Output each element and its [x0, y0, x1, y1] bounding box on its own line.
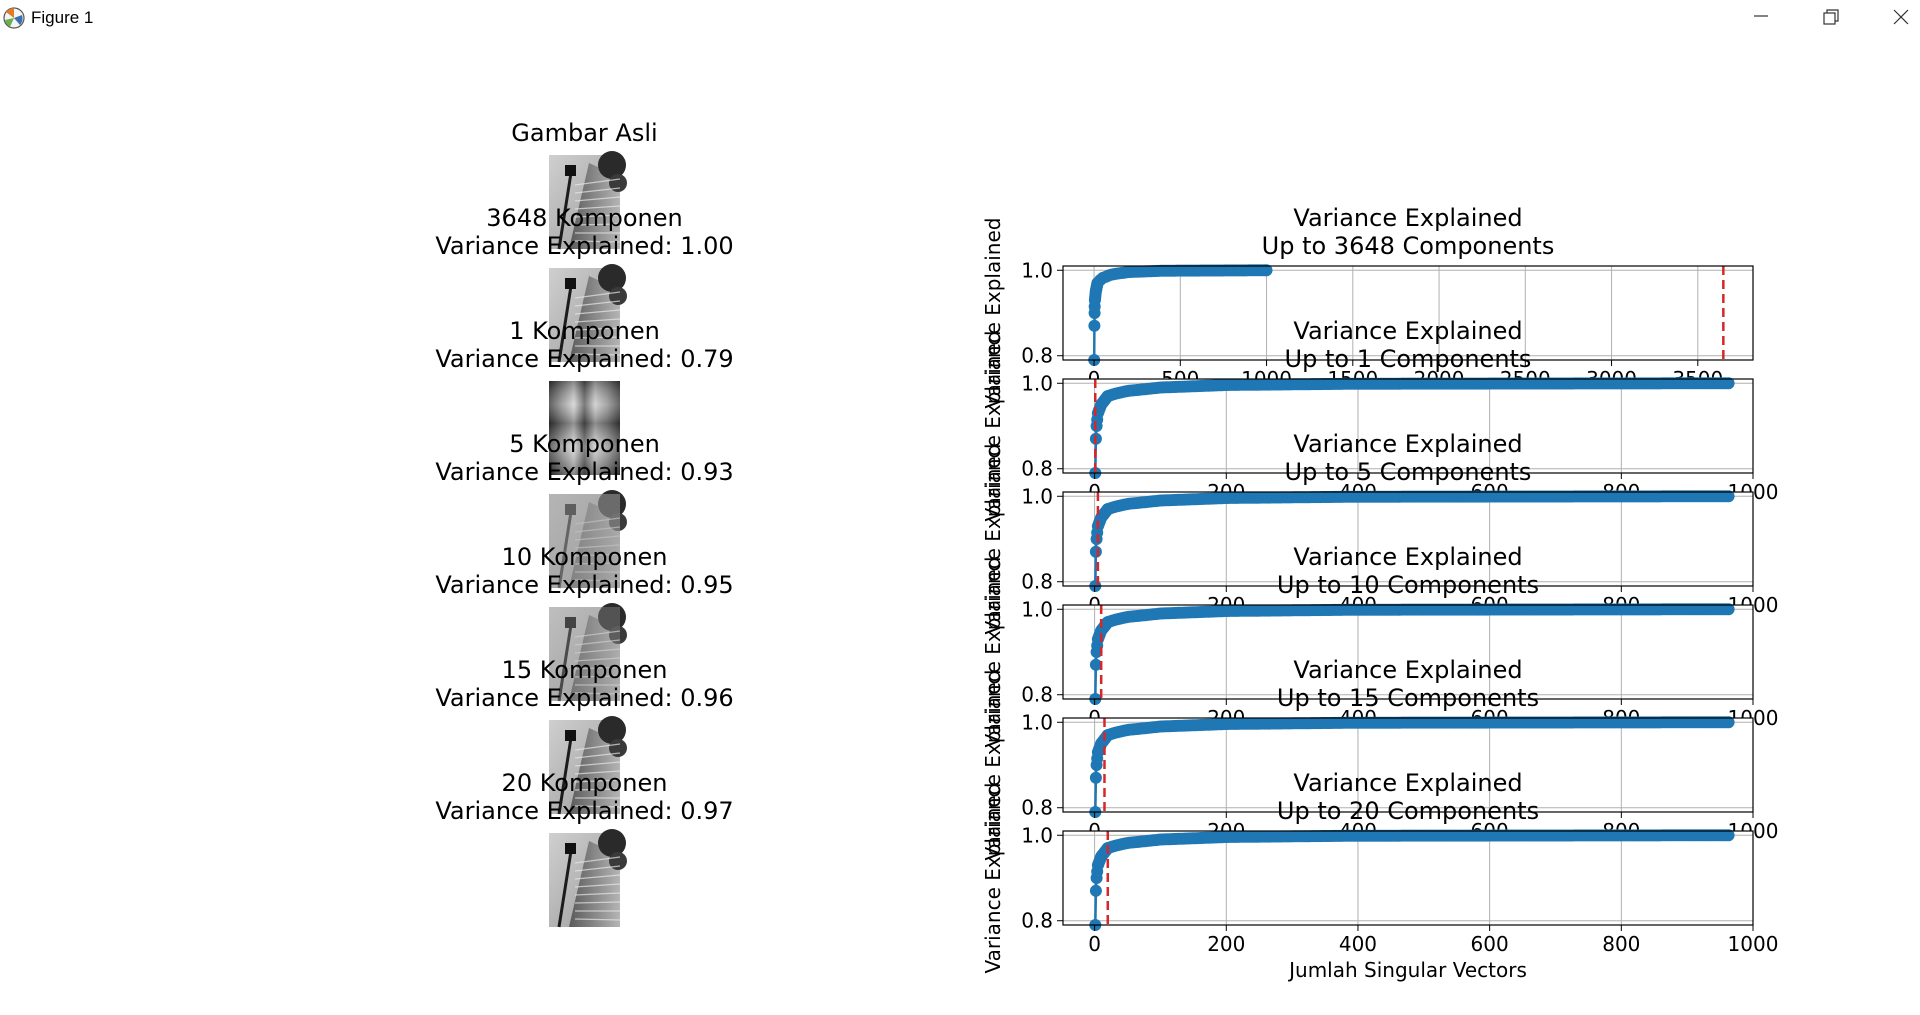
series-markers: [1089, 377, 1735, 479]
series-markers: [1089, 490, 1735, 592]
chart-title: Variance Explained Up to 15 Components: [1277, 656, 1539, 712]
maximize-button[interactable]: [1796, 0, 1866, 36]
data-point: [1089, 771, 1102, 784]
data-point: [1089, 545, 1102, 558]
data-point: [1260, 264, 1273, 277]
image-title: 15 Komponen Variance Explained: 0.96: [435, 656, 733, 712]
axes-background: [1063, 379, 1753, 473]
x-tick-label: 800: [1602, 932, 1640, 956]
chart-title: Variance Explained Up to 20 Components: [1277, 769, 1539, 825]
axes-background: [1063, 831, 1753, 925]
variance-chart: 0 200 400 600 800 1000 0.8 1.0 Variance Explaine…: [981, 769, 1778, 982]
y-axis-label: Variance Explained: [981, 444, 1005, 635]
y-tick-label: 1.0: [1021, 710, 1053, 734]
chart-title: Variance Explained Up to 5 Components: [1285, 430, 1532, 486]
minimize-button[interactable]: [1726, 0, 1796, 36]
image-title: 3648 Komponen Variance Explained: 1.00: [435, 204, 733, 260]
left-image-column: Gambar Asli 3648 Komponen Variance Explain…: [435, 119, 734, 928]
window-title: Figure 1: [31, 8, 94, 27]
y-axis-label: Variance Explained: [981, 670, 1005, 861]
image-panel: 20 Komponen Variance Explained: 0.97: [435, 769, 734, 928]
series-markers: [1089, 829, 1735, 931]
data-point: [1722, 603, 1735, 616]
y-tick-label: 1.0: [1021, 823, 1053, 847]
y-tick-label: 0.8: [1021, 570, 1053, 594]
data-point: [1722, 377, 1735, 390]
data-point: [1088, 319, 1101, 332]
image-title: 10 Komponen Variance Explained: 0.95: [435, 543, 733, 599]
y-tick-label: 1.0: [1021, 258, 1053, 282]
axes-background: [1063, 605, 1753, 699]
series-markers: [1088, 264, 1273, 366]
y-tick-label: 0.8: [1021, 796, 1053, 820]
image-title: 20 Komponen Variance Explained: 0.97: [435, 769, 733, 825]
matplotlib-app-icon: [2, 6, 26, 30]
data-point: [1722, 716, 1735, 729]
y-tick-label: 0.8: [1021, 909, 1053, 933]
chart-title: Variance Explained Up to 3648 Components: [1262, 204, 1555, 260]
data-point: [1722, 829, 1735, 842]
y-tick-label: 0.8: [1021, 344, 1053, 368]
y-tick-label: 1.0: [1021, 371, 1053, 395]
y-axis-label: Variance Explained: [981, 557, 1005, 748]
close-button[interactable]: [1866, 0, 1920, 36]
axes-frame: [1062, 378, 1754, 474]
y-axis-label: Variance Explained: [981, 783, 1005, 974]
figure-canvas: Gambar Asli 3648 Komponen Variance Explain…: [435, 119, 1778, 982]
y-tick-label: 1.0: [1021, 484, 1053, 508]
image-panel: 5 Komponen Variance Explained: 0.93: [435, 430, 734, 589]
axes-frame: [1062, 604, 1754, 700]
chart-title: Variance Explained Up to 10 Components: [1277, 543, 1539, 599]
y-axis-label: Variance Explained: [981, 331, 1005, 522]
chart-title: Variance Explained Up to 1 Components: [1285, 317, 1532, 373]
image-title: 1 Komponen Variance Explained: 0.79: [435, 317, 733, 373]
image-title: Gambar Asli: [511, 119, 657, 147]
data-point: [1089, 658, 1102, 671]
image-panel: 1 Komponen Variance Explained: 0.79: [435, 317, 734, 475]
restore-icon: [1823, 9, 1839, 25]
image-panel: 3648 Komponen Variance Explained: 1.00: [435, 204, 734, 363]
axes-background: [1063, 266, 1753, 360]
image-panel: 10 Komponen Variance Explained: 0.95: [435, 543, 734, 702]
axes-frame: [1062, 830, 1754, 926]
x-tick-label: 0: [1088, 932, 1101, 956]
y-tick-label: 0.8: [1021, 683, 1053, 707]
axes-frame: [1062, 717, 1754, 813]
data-point: [1722, 490, 1735, 503]
x-tick-label: 1000: [1728, 932, 1779, 956]
axes-background: [1063, 492, 1753, 586]
y-tick-label: 0.8: [1021, 457, 1053, 481]
y-tick-label: 1.0: [1021, 597, 1053, 621]
series-markers: [1089, 716, 1735, 818]
minimize-icon: [1754, 15, 1768, 17]
x-axis-label: Jumlah Singular Vectors: [1287, 958, 1527, 982]
x-tick-label: 600: [1471, 932, 1509, 956]
close-icon: [1893, 9, 1909, 25]
y-axis-label: Variance Explained: [981, 218, 1005, 409]
x-tick-label: 400: [1339, 932, 1377, 956]
image-panel: 15 Komponen Variance Explained: 0.96: [435, 656, 734, 815]
axes-frame: [1062, 491, 1754, 587]
image-title: 5 Komponen Variance Explained: 0.93: [435, 430, 733, 486]
variance-charts: 05001000150020002500300035000.81.0Varian…: [981, 204, 1778, 982]
axes-frame: [1062, 265, 1754, 361]
axes-background: [1063, 718, 1753, 812]
series-markers: [1089, 603, 1735, 705]
data-point: [1089, 884, 1102, 897]
x-tick-label: 200: [1207, 932, 1245, 956]
window-titlebar: Figure 1: [0, 0, 1920, 36]
variance-chart: 05001000150020002500300035000.81.0Varian…: [981, 204, 1754, 409]
image-panel: Gambar Asli: [511, 119, 658, 250]
